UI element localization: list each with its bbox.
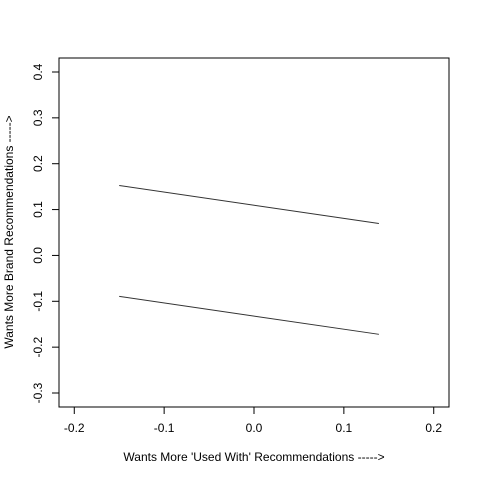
y-tick-label: -0.3	[31, 382, 45, 403]
y-tick-label: -0.1	[31, 291, 45, 312]
y-tick-label: 0.4	[31, 63, 45, 80]
x-tick-label: 0.1	[336, 421, 353, 435]
x-axis-label: Wants More 'Used With' Recommendations -…	[123, 450, 384, 464]
y-tick-label: 0.1	[31, 201, 45, 218]
y-tick-label: 0.2	[31, 155, 45, 172]
y-tick-label: 0.0	[31, 247, 45, 264]
x-tick-label: -0.1	[154, 421, 175, 435]
line-series	[119, 184, 379, 224]
plot-box	[58, 57, 450, 408]
y-tick-label: -0.2	[31, 336, 45, 357]
x-tick-label: 0.2	[425, 421, 442, 435]
y-tick-label: 0.3	[31, 109, 45, 126]
x-tick-label: -0.2	[64, 421, 85, 435]
y-axis-label: Wants More Brand Recommendations ----->	[2, 115, 16, 348]
line-series	[119, 295, 379, 335]
x-tick-label: 0.0	[246, 421, 263, 435]
